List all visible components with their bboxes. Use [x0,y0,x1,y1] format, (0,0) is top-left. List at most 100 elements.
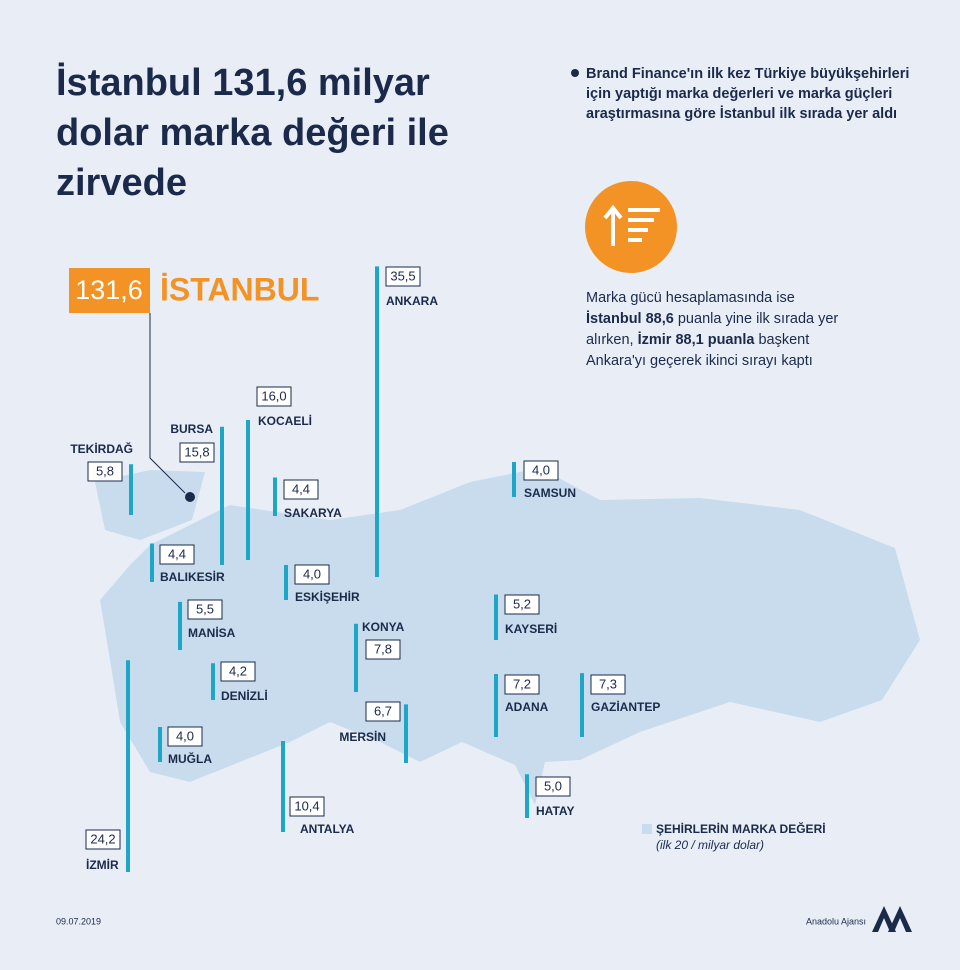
value-label: 5,8 [96,463,114,478]
city-name: MANİSA [188,625,236,640]
note-part: puanla yine ilk sırada yer alırken, [586,311,839,348]
value-label: 15,8 [184,444,209,459]
value-label: 7,8 [374,641,392,656]
value-box [87,461,123,482]
value-label: 24,2 [90,831,115,846]
istanbul-leader [149,313,186,494]
value-label: 4,2 [229,663,247,678]
city-name: BALIKESİR [160,569,225,584]
value-box [167,726,203,747]
city-name: SAMSUN [524,486,576,500]
country-shape [95,468,920,805]
value-label: 16,0 [261,388,286,403]
bar [178,601,182,650]
value-box [504,674,540,695]
value-box [523,460,559,481]
value-box [294,564,330,585]
legend-title: ŞEHİRLERİN MARKA DEĞERİ [656,821,826,836]
istanbul-name: İSTANBUL [160,271,319,307]
value-box [535,776,571,797]
value-box [590,674,626,695]
bar [580,673,584,737]
title-line: zirvede [56,162,187,204]
value-box [85,829,121,850]
value-label: 7,3 [599,676,617,691]
istanbul-dot [185,492,195,502]
city-name: KONYA [362,620,405,634]
value-label: 4,0 [532,462,550,477]
bar [512,462,516,497]
bar [494,594,498,640]
title-line: dolar marka değeri ile [56,112,449,154]
value-label: 4,0 [303,566,321,581]
legend-subtitle: (ilk 20 / milyar dolar) [656,838,764,852]
bar [220,426,224,565]
city-name: MUĞLA [168,751,212,766]
city-name: SAKARYA [284,506,342,520]
title-line: İstanbul 131,6 milyar [56,62,430,104]
icon-circle [585,181,677,273]
istanbul-box [69,268,150,313]
aa-logo [872,906,912,932]
bar [273,477,277,516]
bar [246,420,250,560]
bar [525,774,529,818]
city-name: KAYSERİ [505,621,557,636]
value-box [187,599,223,620]
value-box [220,661,256,682]
value-box [385,266,421,287]
value-box [179,442,215,463]
note-part: İzmir 88,1 puanla [637,332,755,348]
city-name: KOCAELİ [258,413,312,428]
bar [211,663,215,700]
value-box [504,594,540,615]
bar [354,623,358,692]
bar [126,660,130,872]
city-name: İZMİR [86,857,119,872]
note-part: İstanbul 88,6 [586,311,674,327]
city-name: DENİZLİ [221,688,268,703]
city-name: ANTALYA [300,822,355,836]
footer-source: Anadolu Ajansı [806,916,866,926]
footer-date: 09.07.2019 [56,916,101,926]
value-label: 10,4 [294,798,319,813]
city-name: ANKARA [386,294,438,308]
value-label: 4,4 [292,481,310,496]
value-box [256,386,292,407]
value-label: 4,4 [168,546,186,561]
city-name: ESKİŞEHİR [295,589,360,604]
bullet-text: Brand Finance'ın ilk kez Türkiye büyükşe… [586,66,910,122]
city-name: GAZİANTEP [591,699,660,714]
value-box [365,639,401,660]
note-part: başkent Ankara'yı geçerek ikinci sırayı … [586,332,813,369]
value-label: 5,5 [196,601,214,616]
city-name: ADANA [505,700,549,714]
value-label: 6,7 [374,703,392,718]
bar [150,543,154,582]
note: Marka gücü hesaplamasında ise İstanbul 8… [586,288,841,372]
city-name: MERSİN [339,729,386,744]
value-box [283,479,319,500]
note-part: Marka gücü hesaplamasında ise [586,290,795,306]
value-box [365,701,401,722]
bar [129,464,133,515]
legend-swatch [642,824,652,834]
bar [281,741,285,832]
bullet-dot [571,69,579,77]
value-label: 4,0 [176,728,194,743]
bar [375,266,379,577]
bar [158,727,162,762]
bar [284,565,288,600]
value-label: 35,5 [390,268,415,283]
value-box [159,544,195,565]
istanbul-value: 131,6 [75,275,143,305]
value-label: 5,0 [544,778,562,793]
icon [603,204,660,246]
city-name: BURSA [170,422,213,436]
bar [494,674,498,737]
city-name: TEKİRDAĞ [70,441,133,456]
value-box [289,796,325,817]
city-name: HATAY [536,804,574,818]
